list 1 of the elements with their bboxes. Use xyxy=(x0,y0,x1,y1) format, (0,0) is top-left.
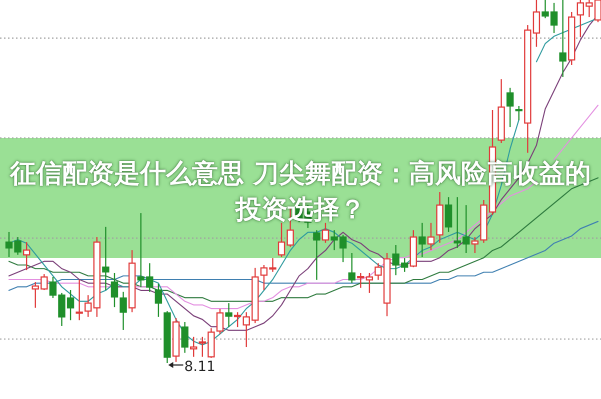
annotation: 8.11 xyxy=(184,359,216,375)
